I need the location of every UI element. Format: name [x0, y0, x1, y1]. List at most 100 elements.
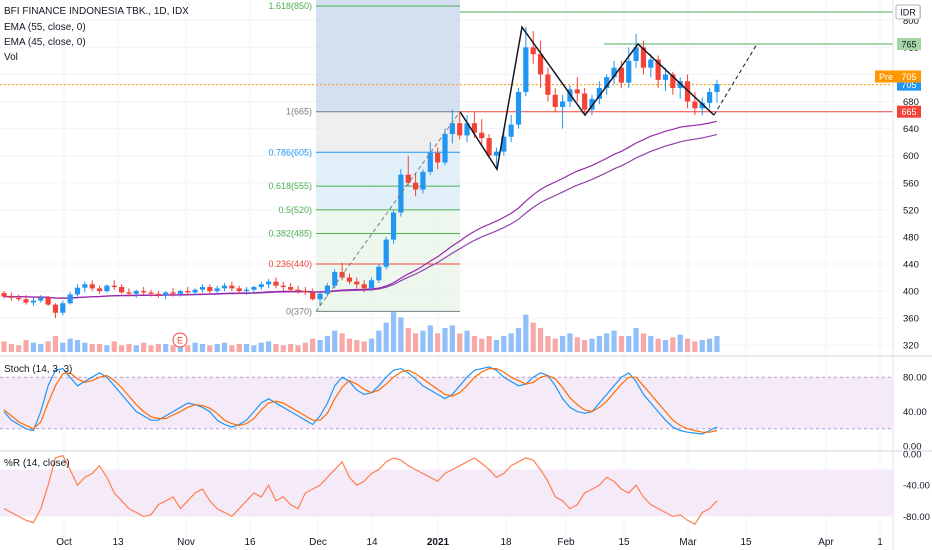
price-tick-label: 320: [903, 341, 919, 352]
wr-line: [3, 454, 718, 525]
candle-body: [670, 74, 676, 88]
volume-bar: [530, 322, 536, 352]
earnings-event-circle[interactable]: [172, 332, 188, 348]
volume-bar: [1, 341, 7, 352]
candle-body: [170, 292, 176, 294]
volume-bar: [339, 333, 345, 352]
candle-body: [442, 134, 448, 163]
candle-body: [604, 77, 610, 88]
candle-body: [405, 174, 411, 183]
price-axis-label-text: 765: [901, 40, 916, 50]
volume-bar: [266, 341, 272, 352]
volume-bar: [582, 340, 588, 352]
candle-body: [236, 288, 242, 292]
stoch-tick-label: 40.00: [903, 407, 927, 418]
candle-body: [199, 287, 206, 290]
volume-bar: [390, 312, 397, 352]
volume-bar: [302, 342, 308, 352]
volume-bar: [45, 341, 51, 352]
candle-body: [104, 285, 110, 292]
candle-body: [626, 60, 632, 83]
currency-badge-box[interactable]: [895, 4, 921, 20]
currency-badge[interactable]: IDR: [895, 4, 921, 20]
volume-bar: [67, 338, 73, 352]
candle-body: [435, 152, 441, 163]
price-tick-label: 400: [903, 287, 919, 298]
candle-body: [479, 132, 485, 139]
volume-bar: [552, 338, 558, 352]
volume-bar: [258, 342, 264, 352]
chart-pattern-drawing[interactable]: [315, 25, 758, 312]
fib-level-label: 0.382(485): [268, 229, 312, 239]
candle-body: [310, 292, 316, 300]
time-tick-label: Oct: [56, 537, 72, 548]
volume-bar: [324, 336, 330, 352]
candle-body: [288, 287, 294, 290]
volume-bar: [604, 333, 610, 352]
volume-bar: [684, 338, 691, 352]
volume-bar: [611, 330, 617, 352]
earnings-event-label: E: [177, 336, 183, 346]
price-tick-label: 440: [903, 260, 919, 271]
candle-body: [361, 284, 367, 289]
wr-tick-label: -80.00: [903, 512, 930, 523]
candle-body: [295, 289, 301, 292]
volume-bar: [361, 341, 367, 352]
volume-bar: [471, 336, 477, 352]
volume-bar: [104, 345, 110, 352]
volume-bar: [692, 341, 698, 352]
volume-bar: [515, 328, 522, 352]
stoch-k-line: [3, 366, 718, 435]
volume-bar: [52, 336, 59, 352]
wr-tick-label: -40.00: [903, 481, 930, 492]
candle-body: [324, 285, 330, 294]
candle-body: [457, 123, 463, 136]
volume-bars: [1, 312, 720, 352]
volume-bar: [670, 337, 676, 352]
volume-bar: [655, 338, 661, 352]
candle-body: [119, 287, 125, 293]
candle-body: [229, 285, 235, 289]
candle-body: [633, 47, 639, 61]
volume-bar: [16, 345, 22, 352]
candle-body: [133, 291, 139, 294]
volume-bar: [236, 344, 242, 352]
time-tick-label: 15: [740, 537, 752, 548]
candle-body: [368, 280, 375, 289]
volume-bar: [413, 333, 419, 352]
candle-body: [464, 123, 470, 136]
candle-body: [390, 212, 397, 240]
volume-bar: [251, 345, 257, 352]
volume-bar: [376, 330, 382, 352]
volume-bar: [464, 330, 470, 352]
candle-body: [486, 138, 492, 156]
legend-stochastic: Stoch (14, 3, 3): [4, 364, 72, 375]
earnings-event-marker[interactable]: E: [172, 332, 188, 348]
candle-body: [266, 281, 272, 285]
volume-bar: [560, 336, 566, 352]
price-tick-label: 480: [903, 232, 919, 243]
horizontal-levels[interactable]: [0, 11, 893, 113]
fib-zone: [316, 264, 460, 312]
candle-body: [346, 277, 353, 282]
candle-body: [214, 288, 220, 292]
projection-line: [315, 111, 461, 312]
candle-body: [89, 284, 95, 289]
volume-bar: [523, 314, 529, 352]
candle-body: [8, 296, 14, 298]
volume-bar: [427, 325, 433, 352]
volume-bar: [221, 342, 228, 352]
time-tick-label: 2021: [427, 537, 450, 548]
candle-body: [221, 285, 228, 289]
candle-body: [523, 47, 529, 93]
price-tick-label: 640: [903, 124, 919, 135]
candle-body: [582, 93, 588, 110]
volume-bar: [596, 336, 602, 352]
volume-bar: [493, 340, 500, 352]
volume-bar: [640, 333, 647, 352]
fib-level-label: 0.786(605): [268, 147, 312, 157]
stoch-tick-label: 80.00: [903, 373, 927, 384]
candle-body: [16, 297, 22, 300]
